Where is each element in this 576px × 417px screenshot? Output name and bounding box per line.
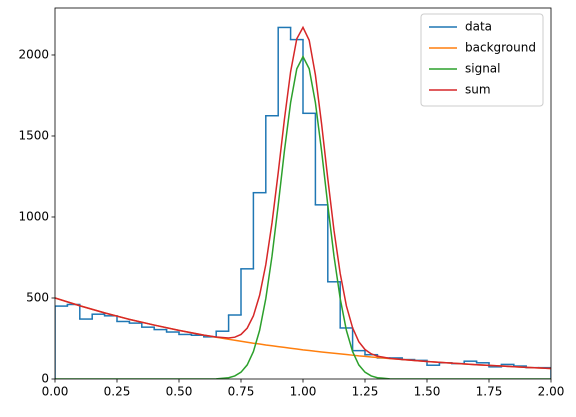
x-tick-label: 2.00: [538, 385, 565, 399]
legend-label: data: [465, 20, 492, 34]
y-tick-label: 1500: [18, 128, 49, 142]
x-tick-label: 0.50: [166, 385, 193, 399]
y-tick-label: 2000: [18, 47, 49, 61]
x-tick-label: 0.75: [228, 385, 255, 399]
legend-label: signal: [465, 62, 501, 76]
legend-box: [420, 13, 544, 107]
x-tick-label: 0.00: [42, 385, 69, 399]
y-tick-label: 1000: [18, 209, 49, 223]
x-tick-label: 1.50: [414, 385, 441, 399]
x-tick-label: 1.75: [476, 385, 503, 399]
y-tick-label: 0: [41, 372, 49, 386]
legend-label: background: [465, 41, 536, 55]
x-tick-label: 1.25: [352, 385, 379, 399]
line-series: [55, 25, 551, 370]
legend-label: sum: [465, 83, 491, 97]
y-tick-label: 500: [26, 290, 49, 304]
x-tick-label: 1.00: [290, 385, 317, 399]
x-tick-label: 0.25: [104, 385, 131, 399]
